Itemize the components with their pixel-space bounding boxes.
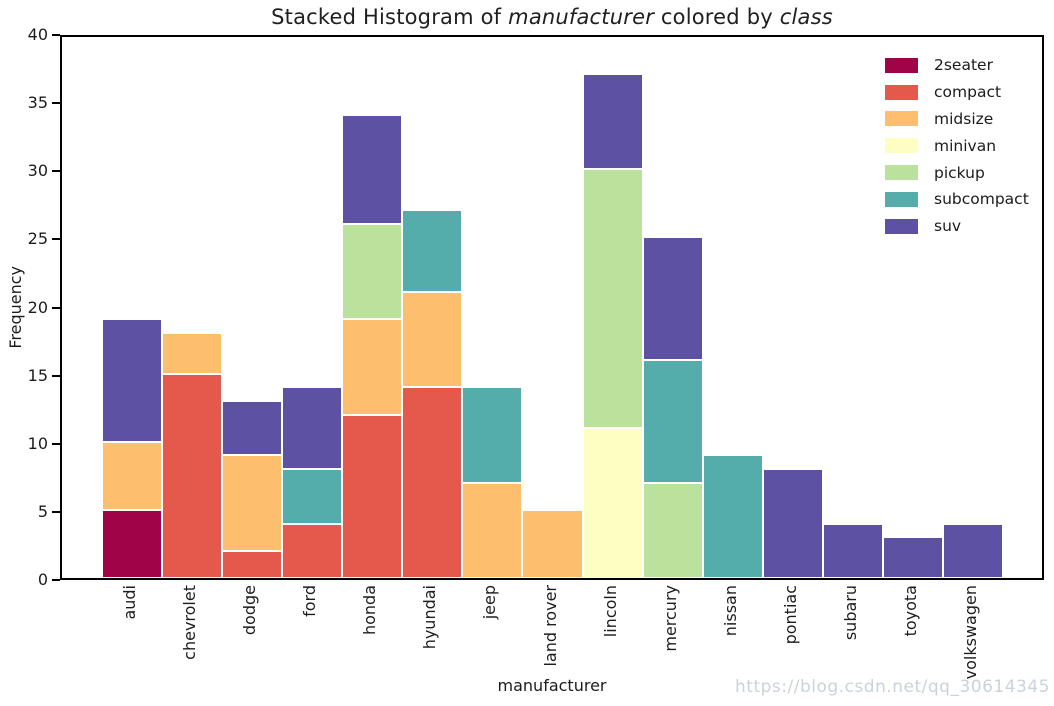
bar-segment-honda-pickup <box>342 223 403 320</box>
bar-segment-chevrolet-compact <box>162 373 223 578</box>
y-tick-label: 40 <box>27 25 48 44</box>
bar-segment-ford-subcompact <box>282 469 343 524</box>
legend: 2seater compact midsize minivan pickup subcom… <box>885 52 1029 240</box>
bar-segment-dodge-midsize <box>222 455 283 551</box>
bar-segment-jeep-midsize <box>462 482 523 578</box>
legend-item-pickup: pickup <box>885 159 1029 186</box>
bar-segment-ford-compact <box>282 523 343 578</box>
y-tick-label: 25 <box>27 229 48 249</box>
x-tick-label-jeep: jeep <box>480 585 500 620</box>
x-tick-label-hyundai: hyundai <box>420 585 440 650</box>
x-tick-label-dodge: dodge <box>240 585 260 636</box>
legend-swatch-subcompact <box>885 191 918 207</box>
bar-segment-chevrolet-midsize <box>162 332 223 374</box>
x-tick-label-chevrolet: chevrolet <box>180 585 200 660</box>
bar-segment-land-rover-midsize <box>522 509 583 578</box>
y-tick <box>52 34 60 36</box>
y-tick <box>52 442 60 445</box>
bar-segment-honda-midsize <box>342 319 403 415</box>
y-tick <box>52 306 60 309</box>
y-tick-label: 30 <box>27 161 48 181</box>
bar-segment-audi-suv <box>102 319 163 442</box>
y-tick <box>52 238 60 241</box>
y-tick-label: 5 <box>37 501 48 521</box>
legend-item-minivan: minivan <box>885 132 1029 159</box>
y-tick <box>52 510 60 513</box>
bar-segment-mercury-subcompact <box>642 360 703 483</box>
y-tick <box>52 374 60 377</box>
x-axis-label: manufacturer <box>497 676 607 695</box>
y-tick <box>52 170 60 173</box>
title-var-class: class <box>779 5 833 29</box>
bar-segment-honda-compact <box>342 414 403 578</box>
x-tick-label-audi: audi <box>120 585 140 620</box>
plot-area: 2seater compact midsize minivan pickup subcom… <box>60 35 1044 580</box>
bar-segment-toyota-suv <box>882 537 943 578</box>
legend-item-compact: compact <box>885 79 1029 106</box>
legend-label: compact <box>934 83 1002 102</box>
bar-segment-volkswagen-suv <box>942 523 1003 578</box>
bar-segment-subaru-suv <box>822 523 883 578</box>
bar-segment-mercury-pickup <box>642 482 703 578</box>
y-axis-label: Frequency <box>5 266 25 349</box>
bar-segment-nissan-subcompact <box>702 455 763 578</box>
legend-label: midsize <box>934 109 994 128</box>
x-tick-label-lincoln: lincoln <box>600 585 620 638</box>
chart-title: Stacked Histogram of manufacturer colore… <box>60 5 1044 29</box>
legend-label: 2seater <box>934 56 993 75</box>
x-tick-label-nissan: nissan <box>720 585 740 637</box>
legend-item-midsize: midsize <box>885 106 1029 133</box>
legend-swatch-minivan <box>885 138 918 154</box>
legend-item-subcompact: subcompact <box>885 186 1029 213</box>
y-tick-label: 20 <box>27 297 48 317</box>
bar-segment-lincoln-suv <box>582 73 643 170</box>
legend-swatch-compact <box>885 84 918 100</box>
bar-segment-dodge-suv <box>222 400 283 456</box>
y-tick <box>52 579 60 581</box>
x-tick-label-pontiac: pontiac <box>780 585 800 645</box>
y-tick <box>52 102 60 105</box>
y-tick-label: 15 <box>27 365 48 385</box>
x-tick-label-toyota: toyota <box>900 585 920 637</box>
legend-swatch-2seater <box>885 57 918 73</box>
x-tick-label-land-rover: land rover <box>540 585 560 667</box>
bar-segment-audi-2seater <box>102 509 163 578</box>
bar-segment-honda-suv <box>342 114 403 224</box>
legend-swatch-suv <box>885 218 918 234</box>
bar-segment-mercury-suv <box>642 237 703 360</box>
legend-label: suv <box>934 217 962 236</box>
x-tick-label-ford: ford <box>300 585 320 617</box>
title-var-manufacturer: manufacturer <box>508 5 655 29</box>
legend-item-suv: suv <box>885 213 1029 240</box>
title-prefix: Stacked Histogram of <box>271 5 509 29</box>
bar-segment-dodge-compact <box>222 550 283 578</box>
watermark: https://blog.csdn.net/qq_30614345 <box>735 677 1050 697</box>
legend-item-2seater: 2seater <box>885 52 1029 79</box>
title-middle: colored by <box>654 5 780 29</box>
x-tick-label-subaru: subaru <box>840 585 860 641</box>
bar-segment-hyundai-midsize <box>402 291 463 388</box>
legend-label: minivan <box>934 136 997 155</box>
legend-swatch-midsize <box>885 111 918 127</box>
bar-segment-lincoln-pickup <box>582 169 643 429</box>
y-tick-label: 0 <box>37 570 48 589</box>
x-tick-label-volkswagen: volkswagen <box>960 585 980 680</box>
legend-label: pickup <box>934 163 985 182</box>
x-tick-label-honda: honda <box>360 585 380 636</box>
bar-segment-pontiac-suv <box>762 469 823 578</box>
bars-layer <box>62 37 1042 578</box>
bar-segment-audi-midsize <box>102 441 163 510</box>
legend-label: subcompact <box>934 190 1029 209</box>
legend-swatch-pickup <box>885 165 918 181</box>
bar-segment-hyundai-subcompact <box>402 210 463 292</box>
x-tick-label-mercury: mercury <box>660 585 680 652</box>
y-tick-label: 10 <box>27 433 48 453</box>
bar-segment-ford-suv <box>282 387 343 469</box>
bar-segment-lincoln-minivan <box>582 428 643 578</box>
y-tick-label: 35 <box>27 93 48 113</box>
bar-segment-hyundai-compact <box>402 387 463 578</box>
bar-segment-jeep-subcompact <box>462 387 523 483</box>
